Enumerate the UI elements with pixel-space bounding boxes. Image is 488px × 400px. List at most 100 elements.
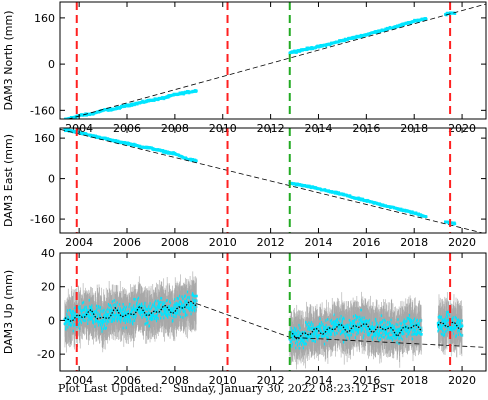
plot-updated-footer: Plot Last Updated: Sunday, January 30, 2… [58,382,394,395]
plot-area-up [63,271,486,370]
data-point [96,307,99,311]
data-point [88,316,92,320]
plot-frame [59,1,487,120]
x-tick-label: 2020 [448,374,476,387]
y-axis-label-east: DAM3 East (mm) [2,134,15,227]
data-point [195,159,198,163]
data-point [118,303,122,306]
x-tick-label: 2012 [257,374,285,387]
x-tick-label: 2016 [352,236,380,249]
x-tick-label: 2004 [65,236,93,249]
data-point [99,306,103,309]
footer-label: Plot Last Updated: [58,382,163,395]
data-point [153,317,157,321]
data-point [391,324,395,327]
running-mean-line [64,300,197,323]
x-tick-label: 2018 [400,236,428,249]
data-point [455,334,459,337]
plot-frame [59,252,487,372]
y-axis-label-up: DAM3 Up (mm) [2,270,15,354]
data-point [348,318,352,322]
data-point [123,305,126,309]
x-tick-label: 2014 [304,374,332,387]
x-tick-label: 2004 [65,374,93,387]
data-point [424,17,428,21]
series-up-1 [288,291,423,370]
y-tick-label: 40 [41,247,55,260]
y-axis-label-north: DAM3 North (mm) [2,10,15,110]
data-point [109,315,113,319]
data-point [73,129,77,133]
data-point [73,324,76,328]
data-point [160,316,163,320]
data-point [116,301,120,305]
panel-north: 2004 2006 2008 2010 2012 2014 2016 2018 2020-160… [2,1,487,135]
data-point [424,215,428,219]
data-point [314,340,318,343]
x-tick-label: 2006 [113,236,141,249]
data-point [446,310,449,314]
data-point [114,317,117,320]
series-east-1 [288,181,428,219]
x-tick-label: 2018 [400,374,428,387]
x-tick-label: 2008 [161,374,189,387]
x-tick-label: 2012 [257,236,285,249]
y-tick-label: 160 [34,12,55,25]
data-point [360,308,363,312]
x-tick-label: 2010 [209,374,237,387]
series-north-0 [63,89,198,119]
y-tick-label: 160 [34,132,55,145]
data-point [163,316,166,320]
plot-frame [59,127,487,234]
data-point [306,323,310,326]
series-east-0 [63,128,198,163]
data-point [182,297,185,301]
y-tick-label: 0 [48,314,55,327]
data-point [157,299,160,303]
data-point [148,324,152,328]
data-point [375,319,378,323]
data-point [324,44,328,48]
x-tick-label: 2016 [352,374,380,387]
data-point [148,304,151,308]
data-point [453,12,457,15]
data-point [129,302,132,306]
data-point [374,317,378,321]
x-tick-label: 2006 [113,374,141,387]
data-point [357,196,360,200]
data-point [184,309,187,313]
data-point [317,336,321,340]
data-point [195,89,198,93]
trend-line [60,128,485,233]
data-point [144,301,147,305]
footer-timestamp: Sunday, January 30, 2022 08:23:12 PST [172,382,395,395]
data-point [97,305,101,308]
data-point [107,109,110,112]
data-point [408,313,412,317]
data-point [305,321,308,324]
y-tick-label: 0 [48,58,55,71]
data-point [87,319,90,322]
x-tick-label: 2020 [448,236,476,249]
data-point [354,336,358,339]
data-point [379,338,383,341]
data-point [420,333,423,336]
series-up-0 [63,271,198,353]
x-tick-label: 2010 [209,236,237,249]
data-point [356,332,359,336]
data-point [453,222,457,226]
plot-area-north [63,3,486,119]
data-point [113,299,117,302]
running-mean-line [289,323,422,340]
data-point [184,294,188,298]
data-point [122,303,125,306]
data-point [125,326,129,330]
y-tick-label: 0 [48,173,55,186]
data-point [119,106,123,109]
data-point [104,313,107,317]
data-point [82,301,86,304]
panel-up: 2004 2006 2008 2010 2012 2014 2016 2018 2020 -20 0… [2,247,487,387]
x-tick-label: 2014 [304,236,332,249]
y-tick-label: 20 [41,281,55,294]
